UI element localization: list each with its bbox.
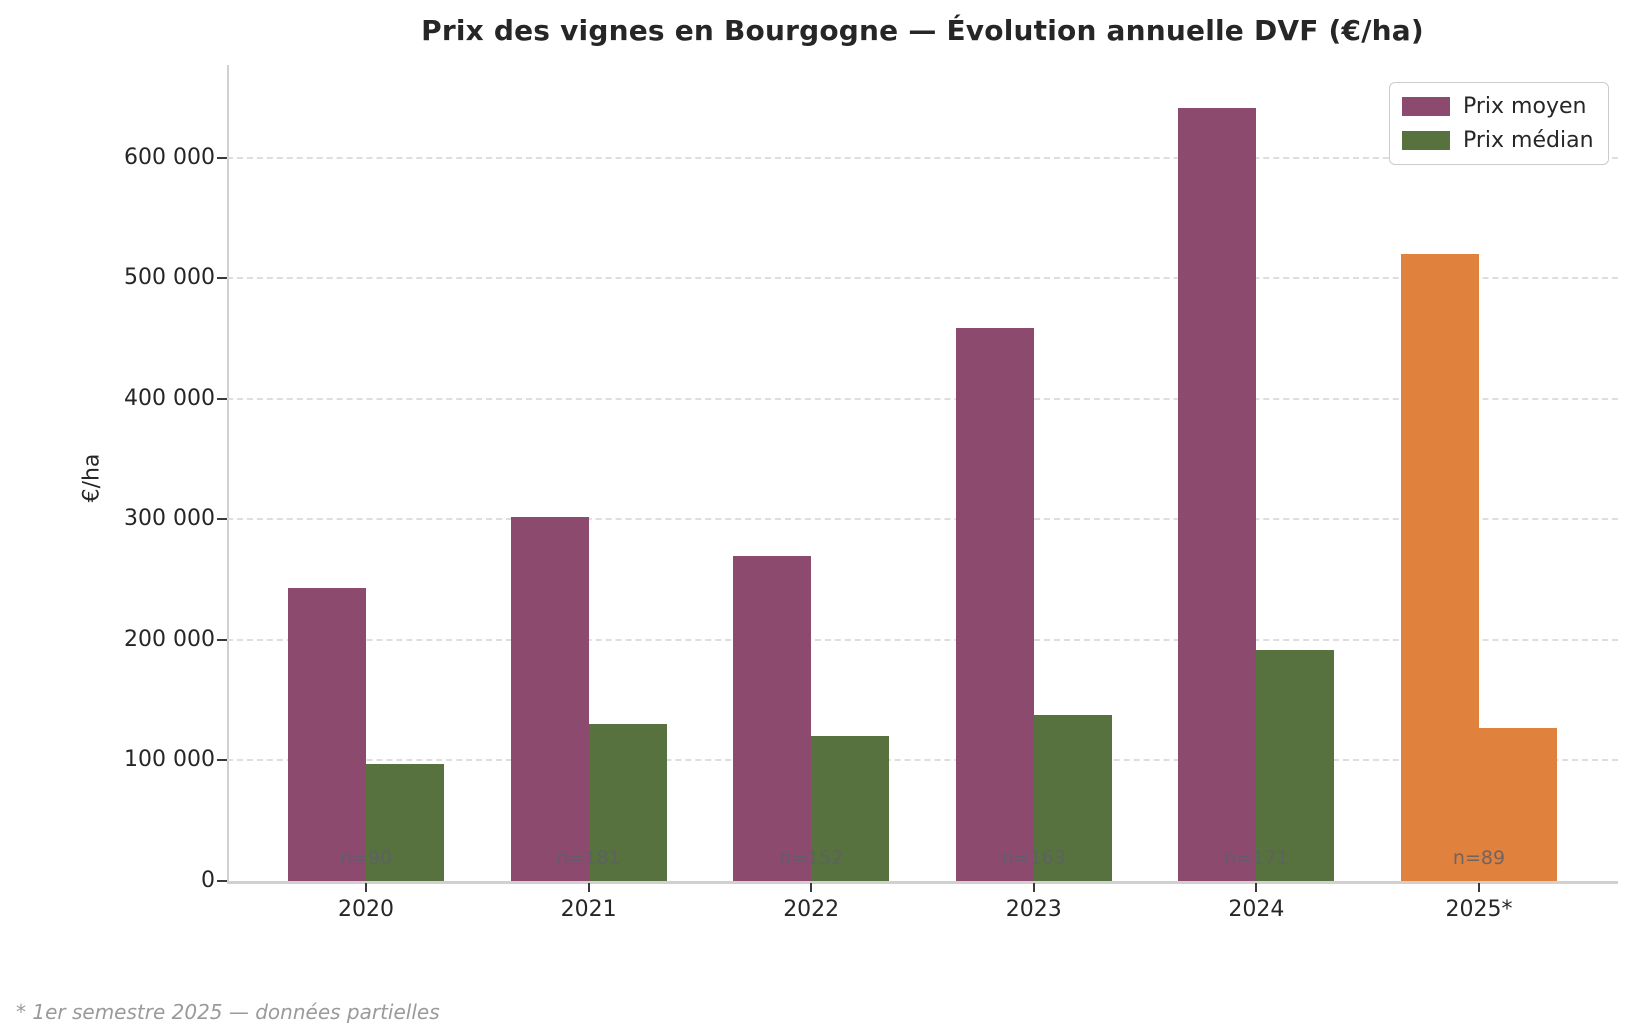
bar-2022-moyen <box>733 555 812 881</box>
y-tick-mark <box>217 156 227 159</box>
x-tick-label: 2021 <box>560 897 617 922</box>
plot-area: 0 100 000 200 000 300 000 400 000 500 000 600 … <box>124 65 1618 922</box>
y-tick-label: 300 000 <box>124 506 215 532</box>
sample-count-label: n=89 <box>1452 847 1506 869</box>
y-tick-label: 400 000 <box>124 385 215 411</box>
bar-2022-median <box>811 736 890 881</box>
x-tick-mark <box>1255 883 1258 892</box>
sample-count-label: n=90 <box>339 847 393 869</box>
bar-2023-moyen <box>955 327 1034 881</box>
legend-label: Prix moyen <box>1463 94 1587 119</box>
y-tick-mark <box>217 759 227 762</box>
x-tick-label: 2023 <box>1005 897 1062 922</box>
x-tick-mark <box>810 883 813 892</box>
sample-count-label: n=171 <box>1224 847 1289 869</box>
gridline-500000 <box>227 277 1618 280</box>
chart-title: Prix des vignes en Bourgogne — Évolution… <box>421 14 1424 47</box>
y-tick-mark <box>217 638 227 641</box>
bar-2025*-moyen <box>1401 254 1479 881</box>
x-tick-mark <box>1032 883 1035 892</box>
x-tick-mark <box>587 883 590 892</box>
bar-2020-moyen <box>288 588 366 881</box>
x-tick-label: 2022 <box>783 897 840 922</box>
x-tick-mark <box>1478 883 1480 892</box>
legend-label: Prix médian <box>1463 128 1594 153</box>
bar-2021-moyen <box>510 516 589 881</box>
x-tick-label: 2025* <box>1445 897 1513 922</box>
bar-2020-median <box>366 764 444 881</box>
gridline-400000 <box>227 397 1618 400</box>
gridline-300000 <box>227 518 1618 521</box>
x-axis-spine <box>227 881 1618 884</box>
bar-2024-median <box>1256 649 1335 881</box>
y-tick-mark <box>217 518 227 521</box>
y-axis-spine <box>227 65 229 883</box>
y-tick-label: 600 000 <box>124 144 215 170</box>
legend: Prix moyen Prix médian <box>1389 82 1609 165</box>
legend-swatch <box>1402 131 1450 150</box>
sample-count-label: n=181 <box>556 847 621 869</box>
y-tick-label: 100 000 <box>124 747 215 773</box>
y-tick-mark <box>217 880 227 882</box>
legend-swatch <box>1402 97 1450 116</box>
bar-2025*-median <box>1479 727 1557 881</box>
x-tick-label: 2024 <box>1228 897 1285 922</box>
gridline-200000 <box>227 638 1618 641</box>
gridline-100000 <box>227 759 1618 762</box>
x-tick-label: 2020 <box>338 897 394 922</box>
bar-2023-median <box>1033 714 1112 881</box>
y-tick-label: 0 <box>201 868 215 893</box>
bar-2024-moyen <box>1178 108 1257 881</box>
sample-count-label: n=163 <box>1001 847 1066 869</box>
y-axis-label: €/ha <box>79 453 105 503</box>
y-tick-mark <box>217 277 227 280</box>
bar-2021-median <box>588 724 667 881</box>
sample-count-label: n=152 <box>779 847 844 869</box>
y-tick-label: 200 000 <box>124 626 215 652</box>
y-tick-label: 500 000 <box>124 265 215 291</box>
gridline-600000 <box>227 156 1618 159</box>
y-tick-mark <box>217 397 227 400</box>
legend-row: Prix médian <box>1402 128 1594 153</box>
footnote: * 1er semestre 2025 — données partielles <box>16 1000 440 1024</box>
legend-row: Prix moyen <box>1402 94 1594 119</box>
x-tick-mark <box>365 883 367 892</box>
